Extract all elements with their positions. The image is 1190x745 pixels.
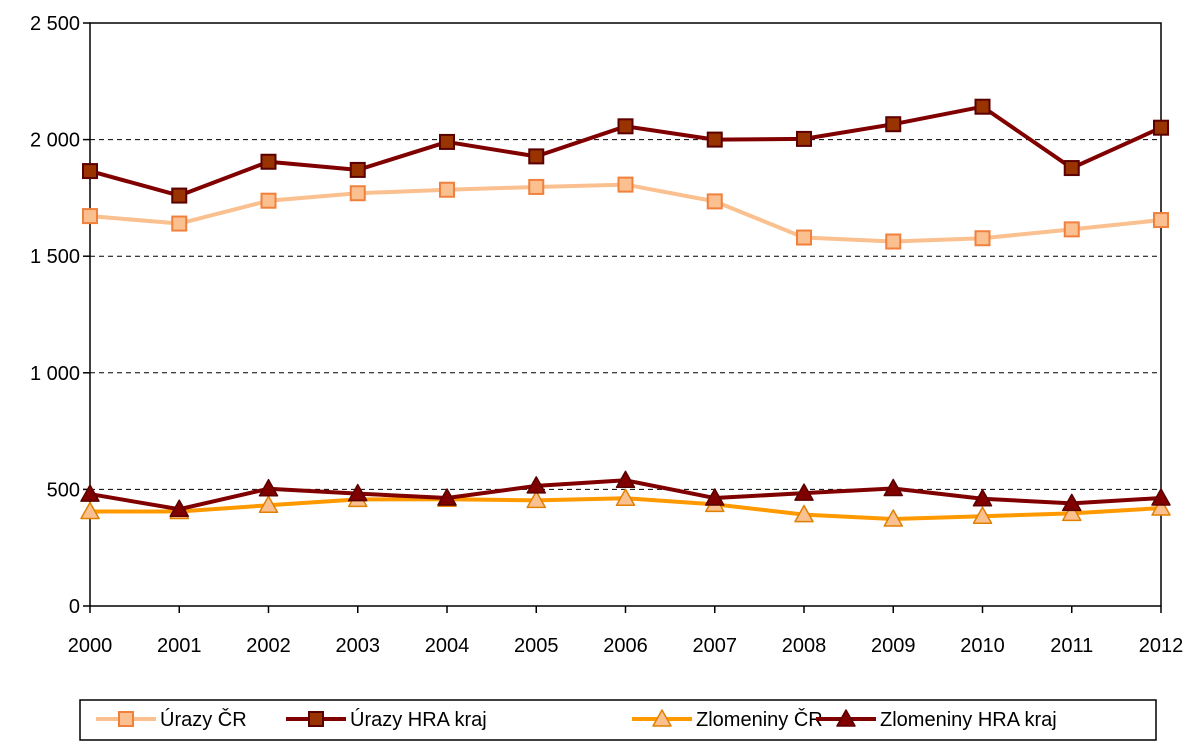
data-point [794,504,814,523]
data-point [349,185,366,202]
legend-marker [652,709,672,727]
x-tick-label: 2012 [1139,635,1184,657]
x-tick-label: 2003 [336,635,381,657]
data-point [796,130,812,147]
data-point [171,187,188,204]
data-point [349,161,366,178]
data-point [972,488,993,507]
data-point [885,116,902,133]
legend-marker [308,711,324,727]
data-point [169,499,189,517]
x-tick-label: 2009 [871,635,916,657]
y-tick-label: 500 [47,479,80,501]
data-point [437,488,457,506]
data-point [617,176,634,193]
legend-marker [118,711,134,727]
data-point [258,478,279,497]
data-point [706,131,723,148]
data-point [615,470,636,489]
legend-item: Zlomeniny ČR [632,708,823,731]
legend-box [79,699,1157,741]
series [80,98,1171,527]
legend-marker [836,709,856,727]
data-point [1153,212,1169,229]
data-point [260,153,277,170]
data-point [526,476,546,494]
data-point [617,118,634,135]
data-point [615,488,636,507]
x-tick-label: 2008 [782,635,827,657]
data-point [796,229,812,246]
legend-label: Úrazy HRA kraj [350,708,487,731]
axes: 0 500 1 000 1 500 2 000 2 500 2000 2001 2002 2003… [30,13,1183,657]
y-tick-label: 2 000 [30,130,80,152]
data-point [526,490,546,509]
x-tick-label: 2006 [603,635,648,657]
x-tick-label: 2011 [1050,635,1093,657]
plot-frame [89,22,1162,607]
legend-label: Zlomeniny ČR [696,708,823,731]
data-point [1062,493,1082,512]
x-tick-label: 2001 [157,635,202,657]
series-4 [80,470,1171,517]
x-tick-label: 2004 [425,635,470,657]
x-tick-label: 2010 [960,635,1005,657]
series-1 [82,176,1169,250]
data-point [883,478,903,497]
legend-item: Úrazy HRA kraj [286,708,487,731]
data-point [82,208,98,225]
x-tick-label: 2000 [68,635,113,657]
y-tick-label: 1 500 [30,246,80,268]
data-point [80,501,100,520]
legend-label: Úrazy ČR [160,708,247,731]
data-point [883,509,903,527]
data-point [528,148,545,165]
y-tick-label: 2 500 [30,13,80,35]
data-point [1063,160,1080,177]
data-point [974,98,991,115]
data-point [1062,503,1082,522]
data-point [1063,221,1080,238]
legend-item: Úrazy ČR [96,708,247,731]
data-point [348,483,368,502]
data-point [1151,488,1171,506]
x-tick-label: 2005 [514,635,559,657]
data-point [258,495,279,514]
data-point [171,215,188,232]
data-point [439,133,455,150]
data-point [82,163,98,180]
data-point [528,178,545,195]
data-point [972,506,993,524]
legend: Úrazy ČR Úrazy HRA kraj Zlomeniny ČR Zlomen… [79,699,1157,741]
data-point [260,192,277,209]
data-point [974,230,991,247]
series-line [89,182,1162,244]
data-point [705,488,725,506]
data-point [1153,119,1169,136]
data-point [439,181,455,198]
series-2 [82,98,1169,204]
data-point [1151,498,1171,516]
y-tick-label: 1 000 [30,363,80,385]
data-point [706,193,723,210]
x-tick-label: 2007 [693,635,738,657]
data-point [885,233,902,250]
y-tick-label: 0 [69,596,80,618]
legend-label: Zlomeniny HRA kraj [880,709,1057,731]
x-tick-label: 2002 [246,635,291,657]
legend-item: Zlomeniny HRA kraj [816,709,1057,731]
data-point [794,483,814,501]
data-point [80,484,100,502]
